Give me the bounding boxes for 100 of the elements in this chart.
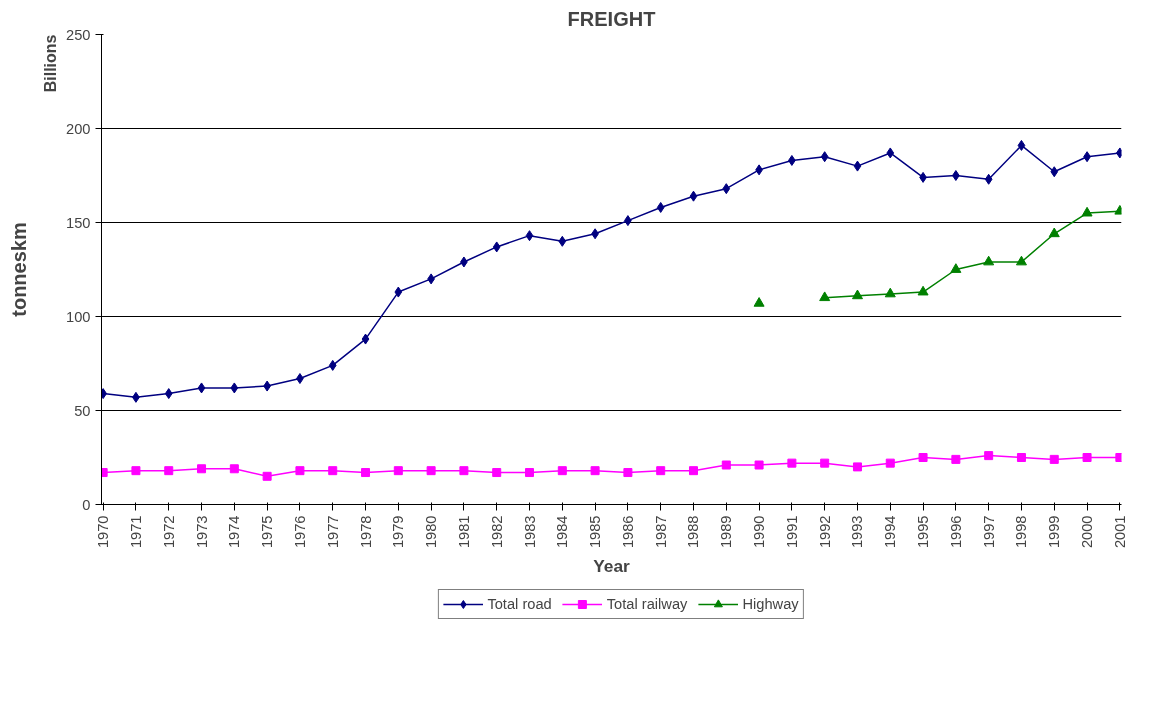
point — [1016, 453, 1026, 462]
x-tick-label: 1999 — [1046, 515, 1063, 549]
point — [558, 235, 567, 247]
y-tick-label: 250 — [66, 26, 91, 43]
point — [361, 333, 370, 345]
point — [820, 151, 829, 163]
point — [1048, 227, 1060, 238]
point — [984, 173, 993, 185]
x-tick-label: 1972 — [160, 515, 177, 549]
x-tick-label: 1993 — [849, 515, 866, 549]
point — [426, 466, 436, 476]
point — [753, 297, 765, 307]
y-tick-label: 100 — [66, 308, 91, 325]
x-tick-label: 1976 — [291, 515, 308, 549]
x-tick-label: 1975 — [259, 515, 276, 549]
point — [459, 466, 469, 476]
x-tick-label: 1979 — [390, 515, 407, 549]
point — [917, 285, 929, 296]
point — [1017, 139, 1026, 151]
point — [525, 230, 534, 242]
x-tick-label: 2001 — [1111, 515, 1128, 549]
point — [623, 468, 633, 478]
point — [230, 382, 239, 394]
point — [885, 458, 895, 468]
point — [984, 451, 994, 461]
x-tick-label: 1990 — [751, 515, 768, 549]
x-tick-label: 1977 — [324, 515, 341, 549]
point — [131, 466, 141, 476]
point — [688, 466, 698, 476]
point — [787, 458, 797, 468]
point — [952, 170, 960, 181]
point — [361, 468, 371, 478]
point — [1081, 206, 1093, 217]
point — [721, 460, 731, 470]
text: Billions — [41, 34, 59, 93]
x-tick-label: 1982 — [488, 515, 505, 549]
point — [393, 466, 403, 476]
point — [886, 147, 895, 159]
point — [197, 382, 206, 394]
point — [819, 291, 831, 302]
x-tick-label: 1995 — [915, 515, 932, 549]
point — [852, 462, 862, 472]
point — [197, 464, 207, 474]
x-tick-label: 1988 — [685, 515, 702, 549]
x-tick-label: 1973 — [193, 515, 210, 549]
point — [295, 466, 305, 476]
chart-title: FREIGHT — [567, 7, 656, 30]
point — [918, 453, 928, 462]
point — [853, 160, 862, 172]
x-tick-label: 1996 — [947, 515, 964, 549]
point — [492, 241, 501, 253]
x-tick-label: 1970 — [95, 515, 112, 549]
point — [164, 388, 173, 400]
point — [851, 289, 863, 300]
y-axis-title: tonneskm — [7, 222, 30, 317]
y-tick-label: 150 — [66, 214, 91, 231]
point — [951, 454, 961, 464]
point — [983, 255, 995, 266]
x-tick-label: 1989 — [718, 515, 735, 549]
x-tick-label: 2000 — [1079, 515, 1096, 549]
x-axis-title: Year — [593, 556, 631, 577]
point — [492, 468, 502, 478]
point — [328, 359, 337, 371]
point — [722, 183, 731, 195]
x-tick-label: 1986 — [619, 515, 636, 549]
point — [1049, 454, 1059, 464]
point — [1015, 255, 1027, 266]
point — [656, 201, 665, 213]
x-tick-label: 1974 — [226, 515, 243, 549]
x-tick-label: 1998 — [1013, 515, 1030, 549]
point — [820, 458, 830, 468]
x-tick-label: 1981 — [455, 515, 472, 549]
point — [229, 464, 239, 474]
legend-label: Total railway — [606, 596, 688, 612]
y-tick-label: 200 — [66, 120, 91, 137]
point — [328, 466, 338, 476]
x-tick-label: 1983 — [521, 515, 538, 549]
point — [394, 286, 403, 298]
point — [689, 190, 698, 202]
point — [656, 466, 666, 476]
y-tick-label: 50 — [74, 402, 91, 419]
x-tick-label: 1992 — [816, 515, 833, 549]
x-tick-label: 1971 — [127, 515, 144, 549]
point — [590, 466, 600, 476]
legend-label: Highway — [742, 596, 799, 612]
point — [557, 466, 567, 476]
point — [884, 287, 896, 298]
x-tick-label: 1994 — [882, 515, 899, 549]
x-tick-label: 1984 — [554, 515, 571, 549]
point — [262, 471, 272, 481]
x-tick-label: 1978 — [357, 515, 374, 549]
point — [754, 460, 764, 470]
point — [525, 468, 535, 478]
x-tick-label: 1991 — [783, 515, 800, 549]
x-tick-label: 1980 — [423, 515, 440, 549]
x-tick-label: 1985 — [587, 515, 604, 549]
point — [1050, 166, 1059, 178]
y-tick-label: 0 — [82, 496, 91, 513]
point — [164, 466, 174, 476]
legend-label: Total road — [487, 596, 552, 612]
